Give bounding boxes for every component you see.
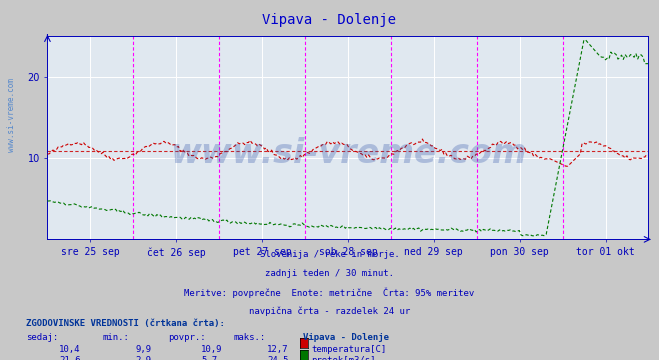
Text: pretok[m3/s]: pretok[m3/s] (311, 356, 376, 360)
Text: 12,7: 12,7 (267, 345, 289, 354)
Text: 21,6: 21,6 (59, 356, 81, 360)
Text: 5,7: 5,7 (201, 356, 217, 360)
Text: ZGODOVINSKE VREDNOSTI (črtkana črta):: ZGODOVINSKE VREDNOSTI (črtkana črta): (26, 319, 225, 328)
Text: sedaj:: sedaj: (26, 333, 59, 342)
Text: temperatura[C]: temperatura[C] (311, 345, 386, 354)
Text: maks.:: maks.: (234, 333, 266, 342)
Text: www.si-vreme.com: www.si-vreme.com (169, 138, 527, 171)
Text: min.:: min.: (102, 333, 129, 342)
Text: 24,5: 24,5 (267, 356, 289, 360)
Text: Slovenija / reke in morje.: Slovenija / reke in morje. (260, 250, 399, 259)
Text: Vipava - Dolenje: Vipava - Dolenje (303, 333, 389, 342)
Text: navpična črta - razdelek 24 ur: navpična črta - razdelek 24 ur (249, 306, 410, 316)
Text: Meritve: povprečne  Enote: metrične  Črta: 95% meritev: Meritve: povprečne Enote: metrične Črta:… (185, 288, 474, 298)
Text: Vipava - Dolenje: Vipava - Dolenje (262, 13, 397, 27)
Text: 9,9: 9,9 (135, 345, 151, 354)
Text: 10,9: 10,9 (201, 345, 223, 354)
Text: 10,4: 10,4 (59, 345, 81, 354)
Text: 2,9: 2,9 (135, 356, 151, 360)
Text: povpr.:: povpr.: (168, 333, 206, 342)
Text: www.si-vreme.com: www.si-vreme.com (7, 78, 16, 152)
Text: zadnji teden / 30 minut.: zadnji teden / 30 minut. (265, 269, 394, 278)
